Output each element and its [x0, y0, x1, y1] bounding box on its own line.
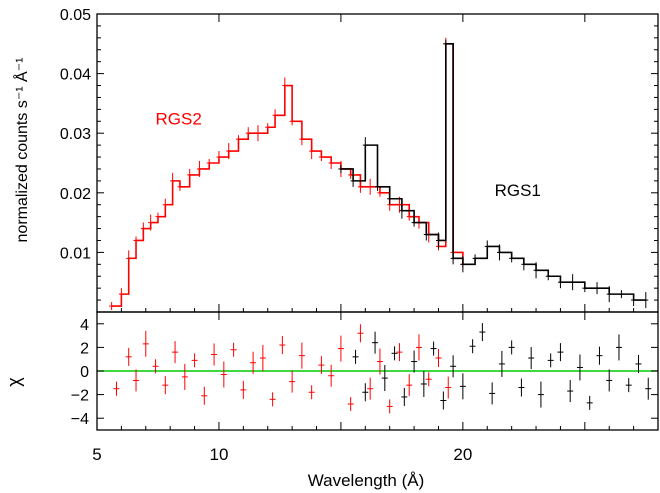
y-tick-label-spectrum: 0.01 [60, 245, 91, 262]
spectrum-series-rgs1 [338, 39, 649, 309]
residual-series-rgs2 [113, 324, 452, 414]
spectrum-panel: 0.01 0.02 0.03 0.04 0.05 [60, 7, 659, 313]
y-tick-label-spectrum: 0.03 [60, 126, 91, 143]
y-tick-label-spectrum: 0.04 [60, 67, 91, 84]
residual-panel: −4 −2 0 2 4 5 10 20 [71, 311, 659, 464]
annotation-rgs1: RGS1 [495, 181, 541, 200]
annotation-rgs2: RGS2 [156, 109, 202, 128]
y-axis-label-spectrum: normalized counts s⁻¹ Å⁻¹ [12, 58, 31, 243]
y-tick-label-residuals: 2 [80, 340, 89, 357]
model-line-rgs1 [340, 43, 646, 301]
model-line-rgs2 [111, 43, 464, 307]
x-tick-label: 10 [209, 445, 228, 464]
y-tick-label-residuals: 0 [80, 364, 89, 381]
y-axis-label-residuals: χ [4, 377, 24, 387]
figure-labels: normalized counts s⁻¹ Å⁻¹ χ Wavelength (… [4, 58, 541, 490]
y-tick-label-residuals: −2 [71, 388, 89, 405]
y-tick-label-spectrum: 0.05 [60, 7, 91, 24]
x-axis-label: Wavelength (Å) [308, 471, 425, 490]
y-tick-label-residuals: 4 [80, 317, 89, 334]
x-tick-label: 5 [92, 445, 101, 464]
residual-series-rgs1 [352, 323, 652, 410]
y-tick-label-residuals: −4 [71, 411, 89, 428]
y-tick-label-spectrum: 0.02 [60, 186, 91, 203]
spectrum-series-rgs2 [109, 37, 466, 311]
x-tick-label: 20 [453, 445, 472, 464]
